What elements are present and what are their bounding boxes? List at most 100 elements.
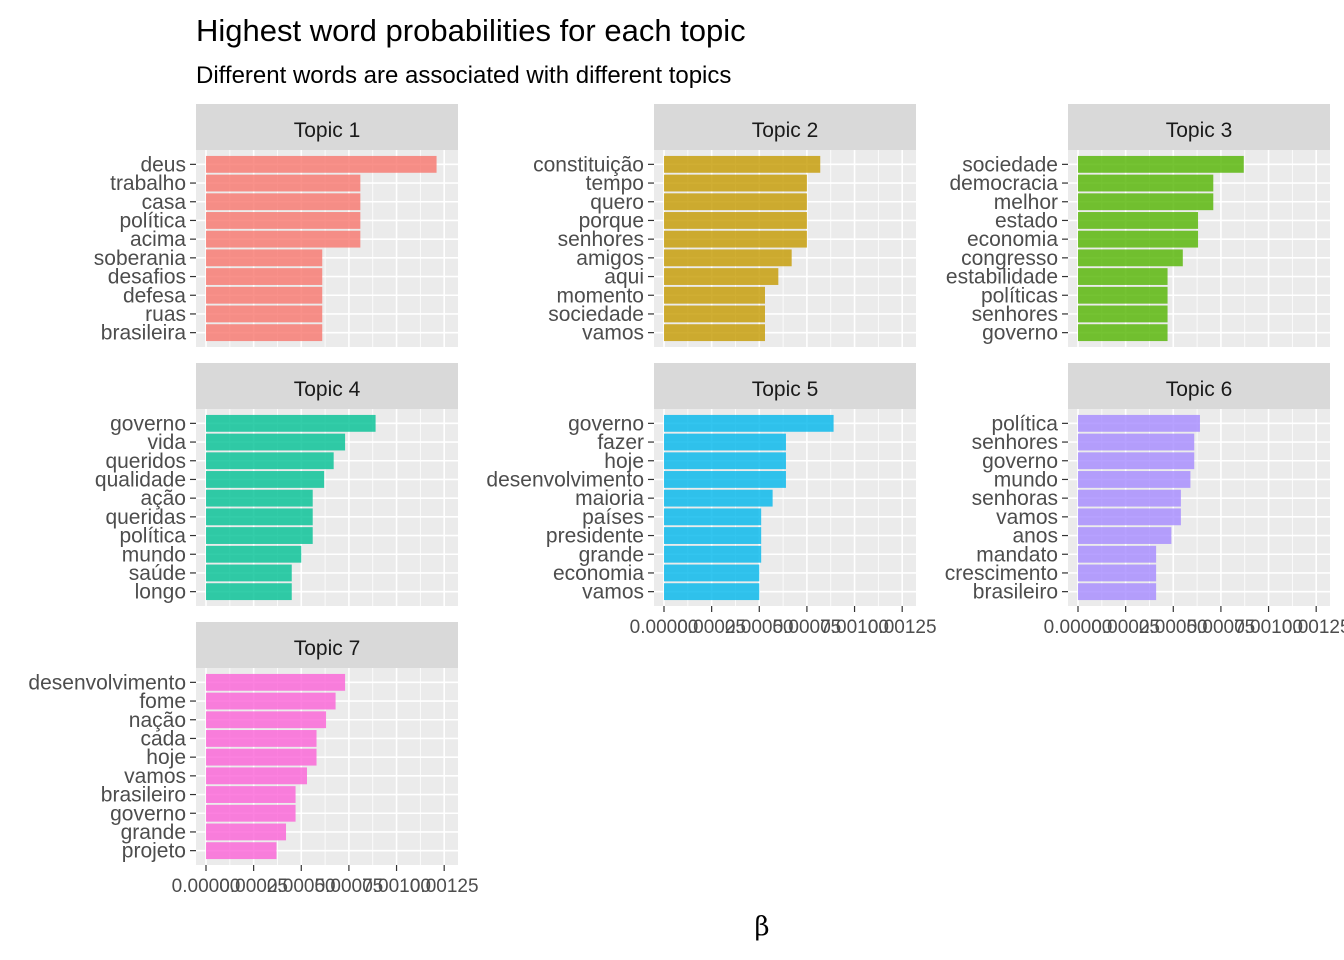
word-label: economia xyxy=(553,562,644,585)
word-label: aqui xyxy=(604,266,644,289)
word-label: soberania xyxy=(94,247,187,270)
bar-topic-7-3 xyxy=(206,730,317,747)
bar-topic-1-2 xyxy=(206,193,361,211)
x-tick-label: 0.00025 xyxy=(219,876,288,897)
bar-topic-1-1 xyxy=(206,174,361,192)
x-tick-label: 0.00125 xyxy=(868,617,937,638)
word-label: estado xyxy=(995,209,1058,232)
word-label: mundo xyxy=(994,468,1058,491)
word-label: senhores xyxy=(558,228,644,251)
bar-topic-6-1 xyxy=(1078,433,1195,451)
bar-topic-3-0 xyxy=(1078,155,1244,173)
word-label: melhor xyxy=(994,191,1058,214)
bar-topic-2-2 xyxy=(664,193,807,211)
word-label: democracia xyxy=(949,172,1058,195)
word-label: porque xyxy=(579,209,644,232)
word-label: desafios xyxy=(108,266,186,289)
word-label: casa xyxy=(142,191,187,214)
bar-topic-6-9 xyxy=(1078,583,1157,601)
bar-topic-6-6 xyxy=(1078,527,1172,544)
bar-topic-2-4 xyxy=(664,230,807,248)
facet-strip-label: Topic 3 xyxy=(1166,119,1233,142)
facet-strip-label: Topic 2 xyxy=(752,119,819,142)
word-label: política xyxy=(991,412,1058,435)
facet-strip xyxy=(196,622,458,668)
word-label: fazer xyxy=(597,431,644,454)
word-label: senhoras xyxy=(972,487,1058,510)
word-label: nação xyxy=(129,709,186,732)
x-tick-label: 0.00100 xyxy=(1234,617,1303,638)
x-tick-label: 0.00000 xyxy=(172,876,241,897)
word-label: saúde xyxy=(129,562,186,585)
bar-topic-4-5 xyxy=(206,508,313,526)
bar-topic-2-9 xyxy=(664,324,765,342)
bar-topic-5-9 xyxy=(664,583,760,601)
bar-topic-7-7 xyxy=(206,804,296,822)
word-label: vida xyxy=(147,431,186,454)
word-label: amigos xyxy=(576,247,644,270)
bar-topic-7-6 xyxy=(206,786,296,803)
facet-strip-label: Topic 7 xyxy=(294,637,361,660)
facet-panels: Topic 1deustrabalhocasapolíticaacimasobe… xyxy=(28,104,1344,897)
bar-topic-5-2 xyxy=(664,452,786,470)
bar-topic-5-1 xyxy=(664,433,786,451)
facet-strip-label: Topic 1 xyxy=(294,119,361,142)
bar-topic-1-5 xyxy=(206,249,323,267)
word-label: sociedade xyxy=(548,303,644,326)
word-label: tempo xyxy=(586,172,644,195)
word-label: queridas xyxy=(105,506,186,529)
word-label: governo xyxy=(110,412,186,435)
bar-topic-3-8 xyxy=(1078,305,1168,323)
chart-title: Highest word probabilities for each topi… xyxy=(196,13,746,48)
bar-topic-6-8 xyxy=(1078,564,1157,582)
bar-topic-3-2 xyxy=(1078,193,1214,211)
bar-topic-5-5 xyxy=(664,508,762,526)
bar-topic-7-0 xyxy=(206,673,346,691)
x-tick-label: 0.00075 xyxy=(1187,617,1256,638)
bar-topic-4-3 xyxy=(206,471,325,488)
bar-topic-6-4 xyxy=(1078,489,1181,507)
word-label: ação xyxy=(140,487,186,510)
word-label: deus xyxy=(140,153,186,176)
bar-topic-6-3 xyxy=(1078,471,1191,488)
x-tick-label: 0.00025 xyxy=(1091,617,1160,638)
bar-topic-7-5 xyxy=(206,767,307,785)
bar-topic-1-0 xyxy=(206,155,437,173)
word-label: política xyxy=(119,209,186,232)
facet-strip xyxy=(196,104,458,150)
x-tick-label: 0.00000 xyxy=(630,617,699,638)
word-label: políticas xyxy=(981,284,1058,307)
x-tick-label: 0.00050 xyxy=(725,617,794,638)
bar-topic-5-8 xyxy=(664,564,760,582)
x-tick-label: 0.00125 xyxy=(1282,617,1344,638)
bar-topic-1-3 xyxy=(206,212,361,229)
word-label: grande xyxy=(579,543,644,566)
x-axis-title: β xyxy=(754,912,769,942)
word-label: senhores xyxy=(972,303,1058,326)
bar-topic-3-9 xyxy=(1078,324,1168,342)
word-label: brasileira xyxy=(101,322,187,345)
bar-topic-5-7 xyxy=(664,545,762,563)
facet-strip-label: Topic 4 xyxy=(294,378,361,401)
bar-topic-4-0 xyxy=(206,414,376,432)
word-label: queridos xyxy=(105,450,186,473)
facet-topic-6: Topic 6 políticasenhoresgovernomundosenho… xyxy=(945,363,1344,638)
bar-topic-1-4 xyxy=(206,230,361,248)
word-label: brasileiro xyxy=(101,784,186,807)
word-label: vamos xyxy=(996,506,1058,529)
facet-strip xyxy=(654,363,916,409)
word-label: anos xyxy=(1012,525,1058,548)
bar-topic-1-6 xyxy=(206,268,323,285)
bar-topic-6-7 xyxy=(1078,545,1157,563)
bar-topic-3-3 xyxy=(1078,212,1199,229)
bar-topic-2-7 xyxy=(664,286,765,304)
word-label: economia xyxy=(967,228,1058,251)
word-label: estabilidade xyxy=(946,266,1058,289)
bar-topic-3-5 xyxy=(1078,249,1183,267)
word-label: governo xyxy=(982,322,1058,345)
x-tick-label: 0.00025 xyxy=(677,617,746,638)
bar-topic-5-0 xyxy=(664,414,834,432)
facet-topic-4: Topic 4 governovidaqueridosqualidadeaçãoq… xyxy=(95,363,458,606)
word-label: política xyxy=(119,525,186,548)
